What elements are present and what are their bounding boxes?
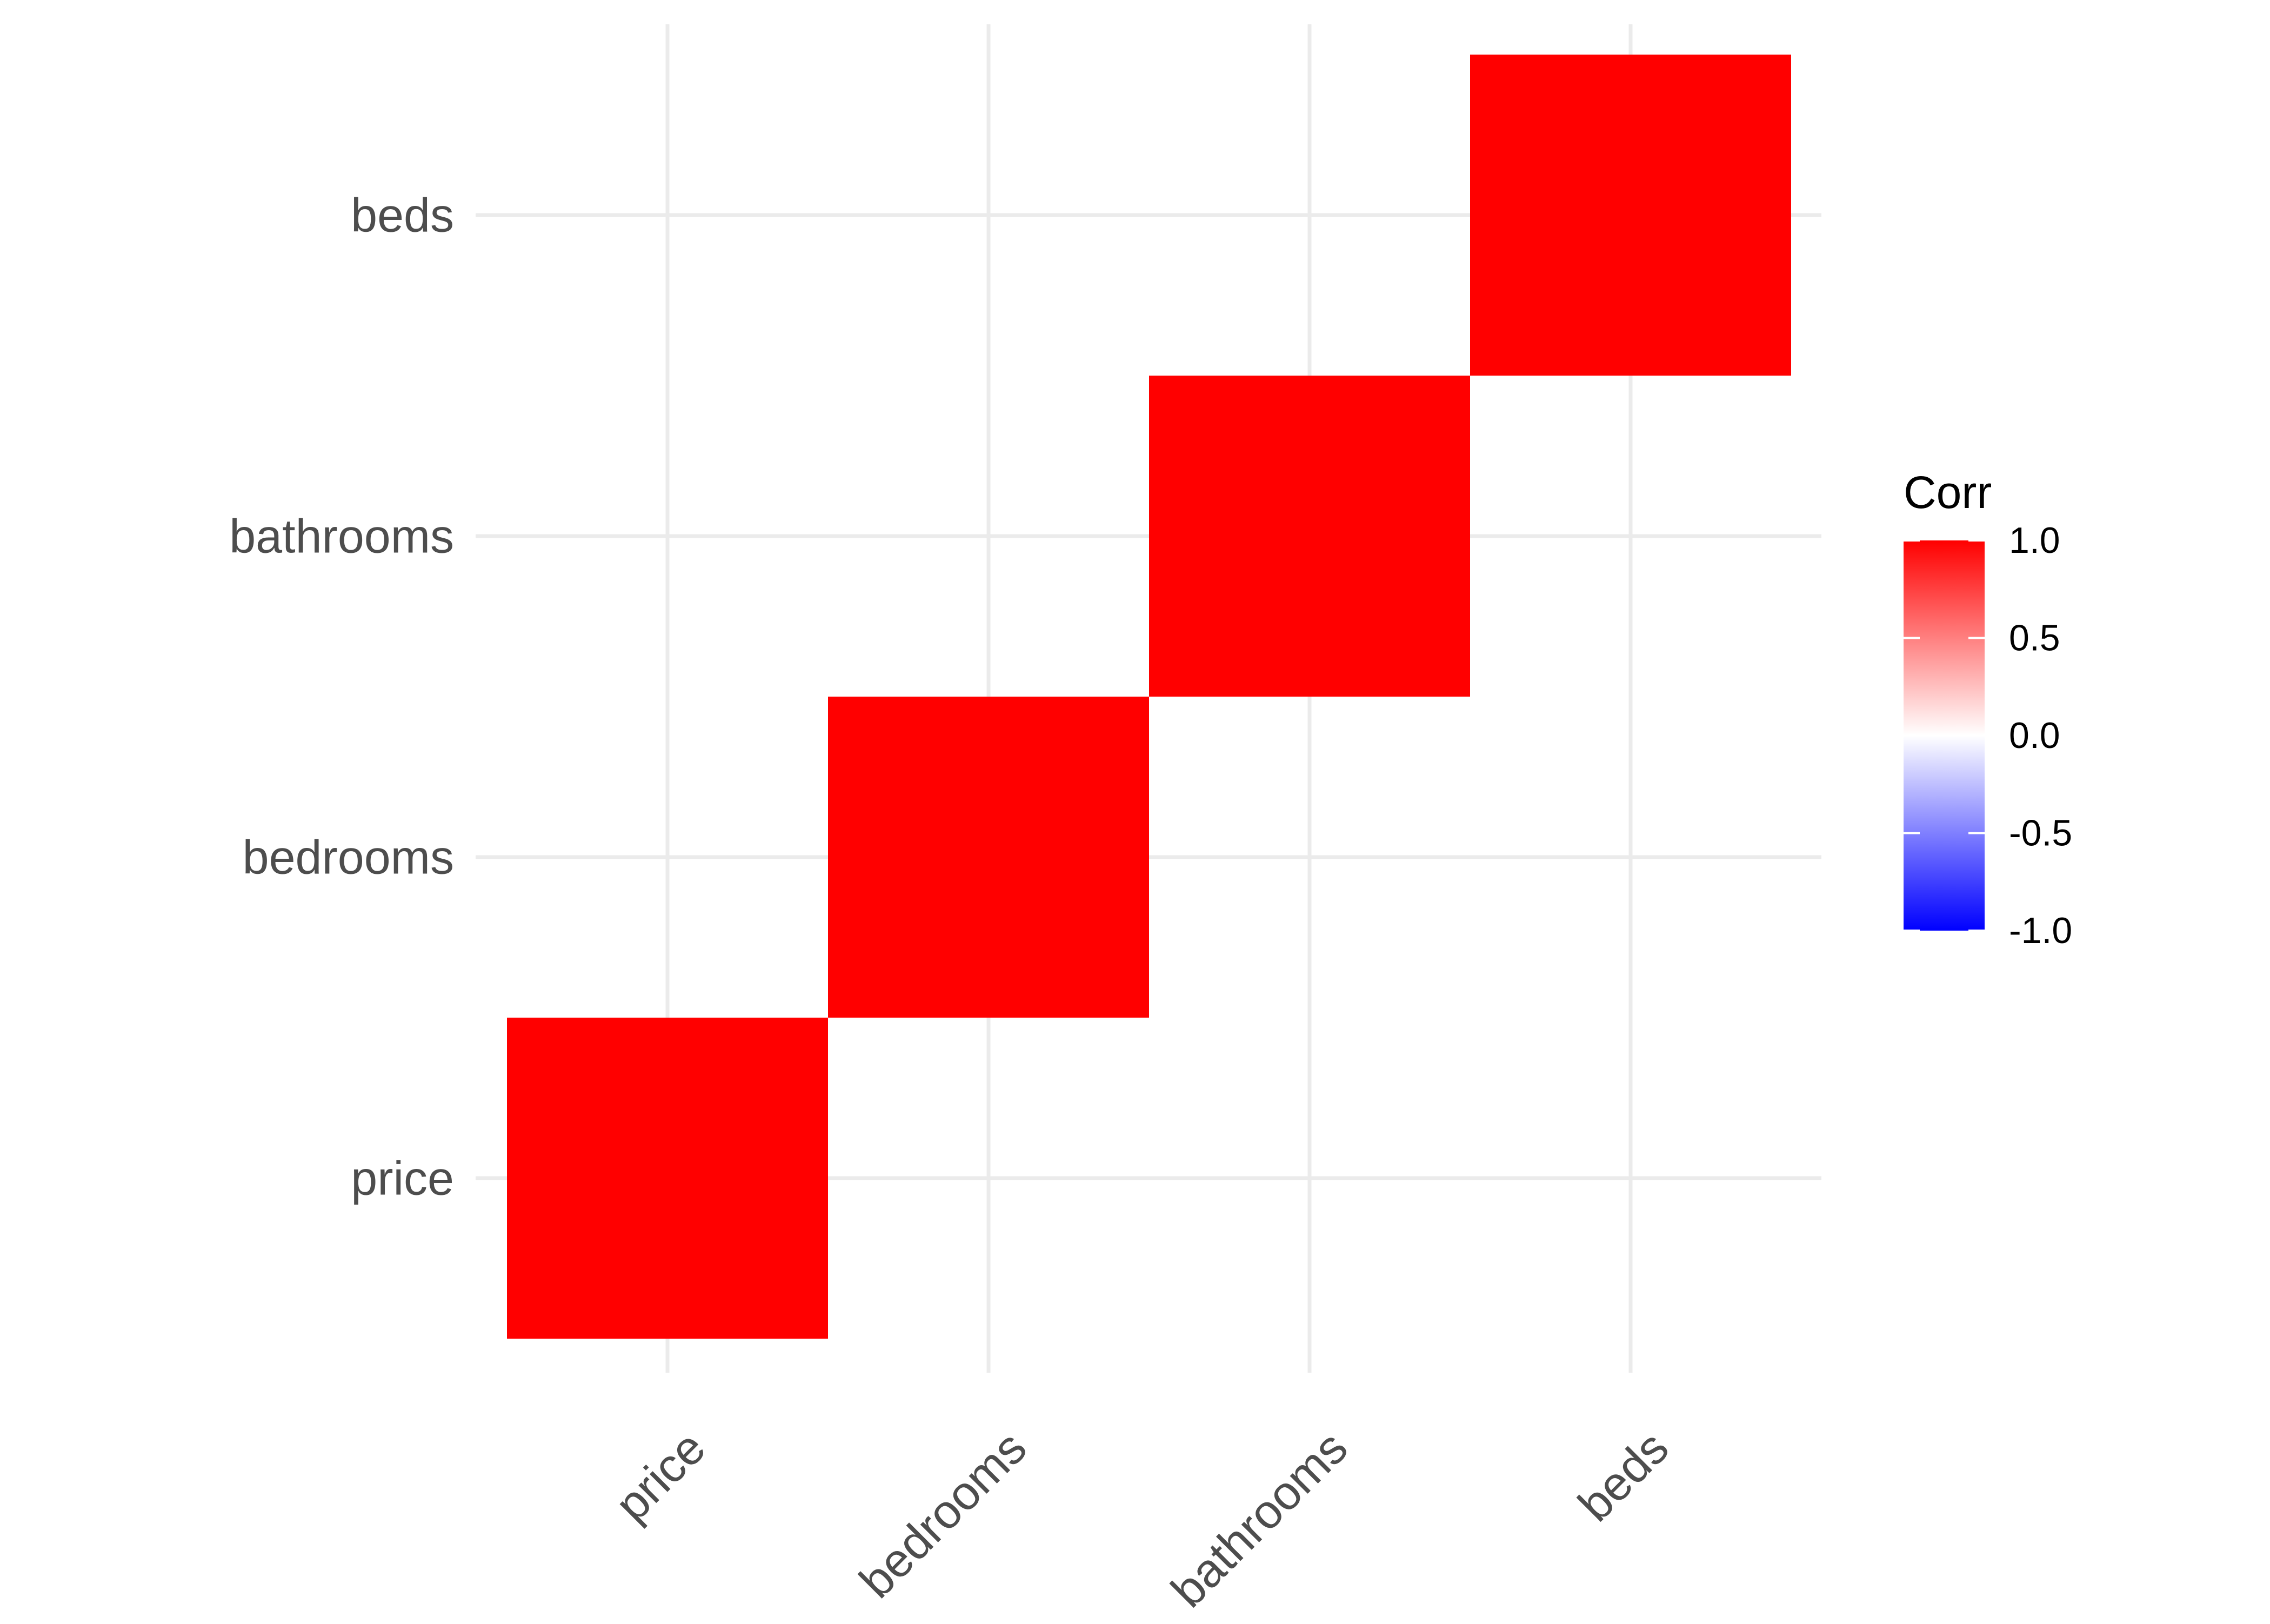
y-tick-label-bathrooms: bathrooms: [229, 510, 454, 563]
y-axis: price bedrooms bathrooms beds: [229, 189, 454, 1205]
heatmap-tile-bathrooms-bathrooms: [1149, 376, 1470, 697]
heatmap-tile-price-price: [507, 1018, 828, 1339]
x-tick-label-price: price: [605, 1421, 716, 1532]
legend: Corr 1.0 0.5 0.0 -0.5 -1.0: [1904, 467, 2072, 951]
heatmap-tiles: [507, 55, 1791, 1339]
legend-label: -1.0: [2009, 910, 2072, 951]
x-tick-label-bedrooms: bedrooms: [849, 1421, 1037, 1608]
legend-label: -0.5: [2009, 813, 2072, 854]
x-axis: price bedrooms bathrooms beds: [605, 1421, 1679, 1618]
legend-label: 1.0: [2009, 520, 2060, 561]
y-tick-label-price: price: [351, 1152, 454, 1205]
y-tick-label-bedrooms: bedrooms: [243, 831, 454, 884]
x-tick-label-beds: beds: [1568, 1421, 1679, 1532]
heatmap-tile-beds-beds: [1470, 55, 1791, 376]
x-tick-label-bathrooms: bathrooms: [1161, 1421, 1358, 1618]
legend-title: Corr: [1904, 467, 1992, 518]
legend-label: 0.5: [2009, 618, 2060, 659]
y-tick-label-beds: beds: [351, 189, 454, 242]
heatmap-tile-bedrooms-bedrooms: [828, 697, 1149, 1018]
legend-label: 0.0: [2009, 715, 2060, 756]
